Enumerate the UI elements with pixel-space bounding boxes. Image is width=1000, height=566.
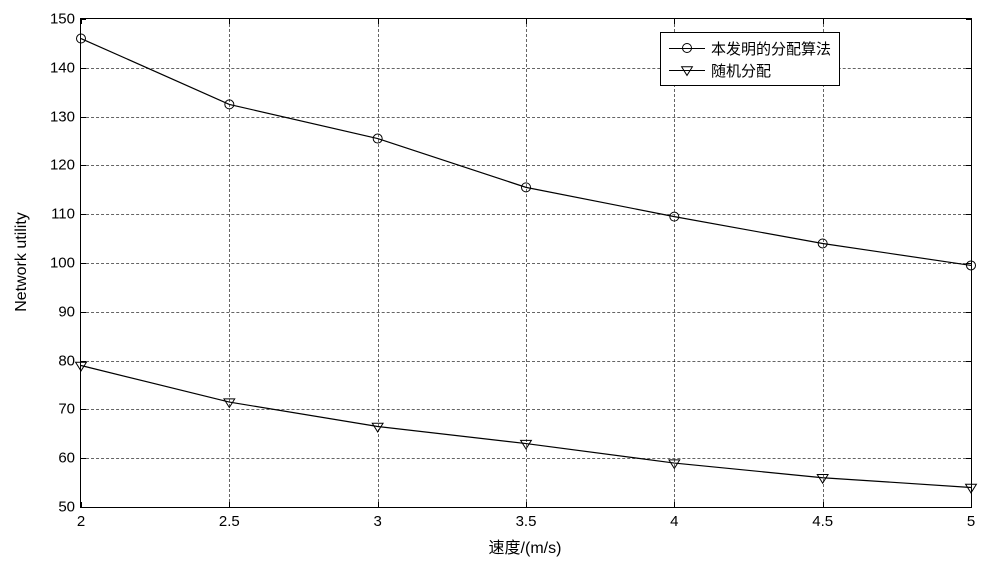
y-tick-label: 150 — [50, 11, 81, 28]
legend-swatch — [669, 60, 705, 80]
legend-row: 随机分配 — [669, 59, 831, 81]
legend-label: 随机分配 — [711, 60, 771, 81]
tick-mark — [81, 312, 86, 313]
y-tick-label: 80 — [58, 352, 81, 369]
tick-mark — [81, 117, 86, 118]
tick-mark — [81, 409, 86, 410]
y-tick-label: 100 — [50, 255, 81, 272]
tick-mark — [966, 263, 971, 264]
y-tick-label: 90 — [58, 303, 81, 320]
legend: 本发明的分配算法随机分配 — [660, 32, 840, 86]
x-tick-label: 2.5 — [219, 507, 240, 530]
tick-mark — [966, 458, 971, 459]
grid-line-v — [823, 19, 824, 507]
legend-swatch — [669, 38, 705, 58]
legend-row: 本发明的分配算法 — [669, 37, 831, 59]
tick-mark — [966, 361, 971, 362]
y-tick-label: 120 — [50, 157, 81, 174]
tick-mark — [966, 409, 971, 410]
tick-mark — [966, 214, 971, 215]
x-axis-label: 速度/(m/s) — [489, 534, 562, 558]
tick-mark — [823, 19, 824, 24]
x-tick-label: 4.5 — [812, 507, 833, 530]
tick-mark — [81, 263, 86, 264]
grid-line-v — [526, 19, 527, 507]
series-marker — [966, 484, 977, 493]
x-tick-label: 3 — [373, 507, 381, 530]
tick-mark — [526, 19, 527, 24]
x-tick-label: 3.5 — [516, 507, 537, 530]
grid-line-v — [674, 19, 675, 507]
y-tick-label: 130 — [50, 108, 81, 125]
tick-mark — [81, 214, 86, 215]
tick-mark — [229, 19, 230, 24]
tick-mark — [674, 19, 675, 24]
tick-mark — [966, 312, 971, 313]
tick-mark — [378, 19, 379, 24]
x-tick-label: 2 — [77, 507, 85, 530]
x-tick-label: 4 — [670, 507, 678, 530]
tick-mark — [971, 19, 972, 24]
tick-mark — [81, 361, 86, 362]
tick-mark — [966, 68, 971, 69]
chart-container: 506070809010011012013014015022.533.544.5… — [0, 0, 1000, 566]
grid-line-v — [229, 19, 230, 507]
tick-mark — [81, 458, 86, 459]
grid-line-v — [378, 19, 379, 507]
y-tick-label: 110 — [51, 206, 81, 223]
y-axis-label: Network utility — [13, 212, 31, 312]
tick-mark — [81, 68, 86, 69]
tick-mark — [966, 165, 971, 166]
tick-mark — [966, 117, 971, 118]
plot-area: 506070809010011012013014015022.533.544.5… — [80, 18, 972, 508]
tick-mark — [81, 165, 86, 166]
tick-mark — [81, 19, 82, 24]
legend-label: 本发明的分配算法 — [711, 38, 831, 59]
x-tick-label: 5 — [967, 507, 975, 530]
y-tick-label: 70 — [58, 401, 81, 418]
y-tick-label: 60 — [58, 450, 81, 467]
y-tick-label: 140 — [50, 59, 81, 76]
